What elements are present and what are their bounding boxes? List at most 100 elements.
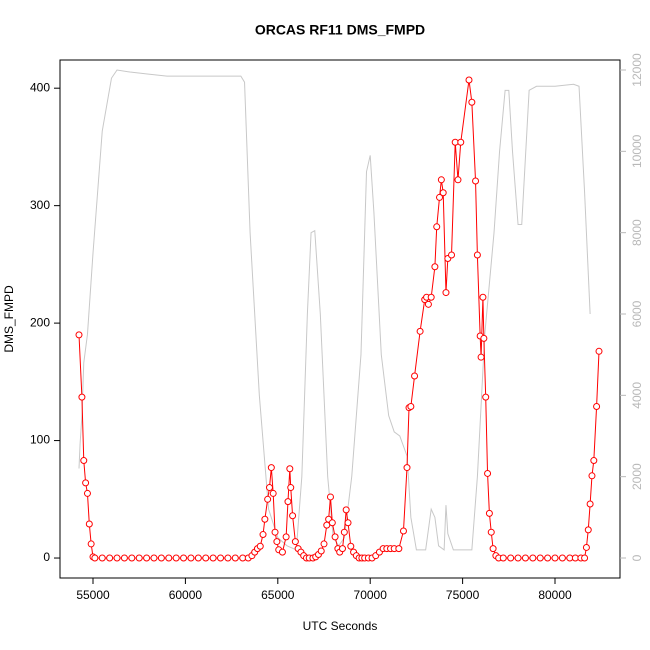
plot-frame [59,59,621,579]
y-tick-label: 400 [30,80,50,94]
data-point [338,545,346,553]
y2-tick-label: 2000 [630,463,644,490]
data-point [264,495,272,503]
data-point [259,531,267,539]
chart-title: ORCAS RF11 DMS_FMPD [255,22,425,38]
y2-tick-label: 6000 [630,300,644,327]
data-point [217,554,225,562]
data-point [468,98,476,106]
data-point [286,465,294,473]
data-point [407,403,415,411]
data-point [317,547,325,555]
data-point [514,554,522,562]
data-point [113,554,121,562]
x-tick-label: 65000 [261,588,295,602]
data-point [165,554,173,562]
data-point [399,527,407,535]
data-point [231,554,239,562]
data-point [472,177,480,185]
data-point [586,500,594,508]
data-point [342,506,350,514]
data-point [544,554,552,562]
data-point [433,223,441,231]
data-point [499,554,507,562]
data-point [484,469,492,477]
data-point [287,484,295,492]
data-point [187,554,195,562]
data-point [261,515,269,523]
data-point [454,176,462,184]
data-point [331,533,339,541]
data-point [416,327,424,335]
data-point [480,334,488,342]
data-point [465,76,473,84]
x-axis-label: UTC Seconds [303,619,378,633]
y-tick-label: 0 [43,550,50,564]
data-point [593,403,601,411]
data-point [120,554,128,562]
data-point [411,372,419,380]
y-tick-label: 300 [30,198,50,212]
data-point [442,289,450,297]
data-point [595,347,603,355]
data-point [457,138,465,146]
data-point [436,193,444,201]
data-point [106,554,114,562]
data-point [588,472,596,480]
data-point [582,543,590,551]
data-point [157,554,165,562]
data-point [529,554,537,562]
data-point [584,526,592,534]
data-point [448,251,456,259]
y-axis-label: DMS_FMPD [2,285,16,353]
y2-tick-label: 12000 [630,53,644,87]
data-point [128,554,136,562]
data-point [284,498,292,506]
data-point [482,393,490,401]
data-point [256,542,264,550]
data-point [437,176,445,184]
data-point [489,545,497,553]
data-point [265,484,273,492]
data-point [85,520,93,528]
data-point [291,538,299,546]
data-point [326,493,334,501]
data-point [82,479,90,487]
data-point [289,512,297,520]
data-point [347,542,355,550]
data-point [551,554,559,562]
data-point [403,464,411,472]
data-point [424,300,432,308]
data-point [267,464,275,472]
data-point [135,554,143,562]
data-point [439,189,447,197]
data-point [194,554,202,562]
data-point [202,554,210,562]
data-point [91,554,99,562]
x-tick-label: 70000 [354,588,388,602]
data-point [150,554,158,562]
data-point [344,519,352,527]
data-point [521,554,529,562]
data-point [320,540,328,548]
data-point [78,393,86,401]
data-point [590,457,598,465]
data-point [83,489,91,497]
data-point [427,293,435,301]
data-point [487,528,495,536]
data-point [479,293,487,301]
y2-tick-label: 4000 [630,382,644,409]
x-tick-label: 60000 [169,588,203,602]
data-line [78,79,600,559]
data-point [269,489,277,497]
data-point [98,554,106,562]
data-point [536,554,544,562]
x-tick-label: 80000 [538,588,572,602]
data-point [224,554,232,562]
data-point [477,353,485,361]
x-tick-label: 55000 [76,588,110,602]
data-point [87,540,95,548]
data-point [507,554,515,562]
